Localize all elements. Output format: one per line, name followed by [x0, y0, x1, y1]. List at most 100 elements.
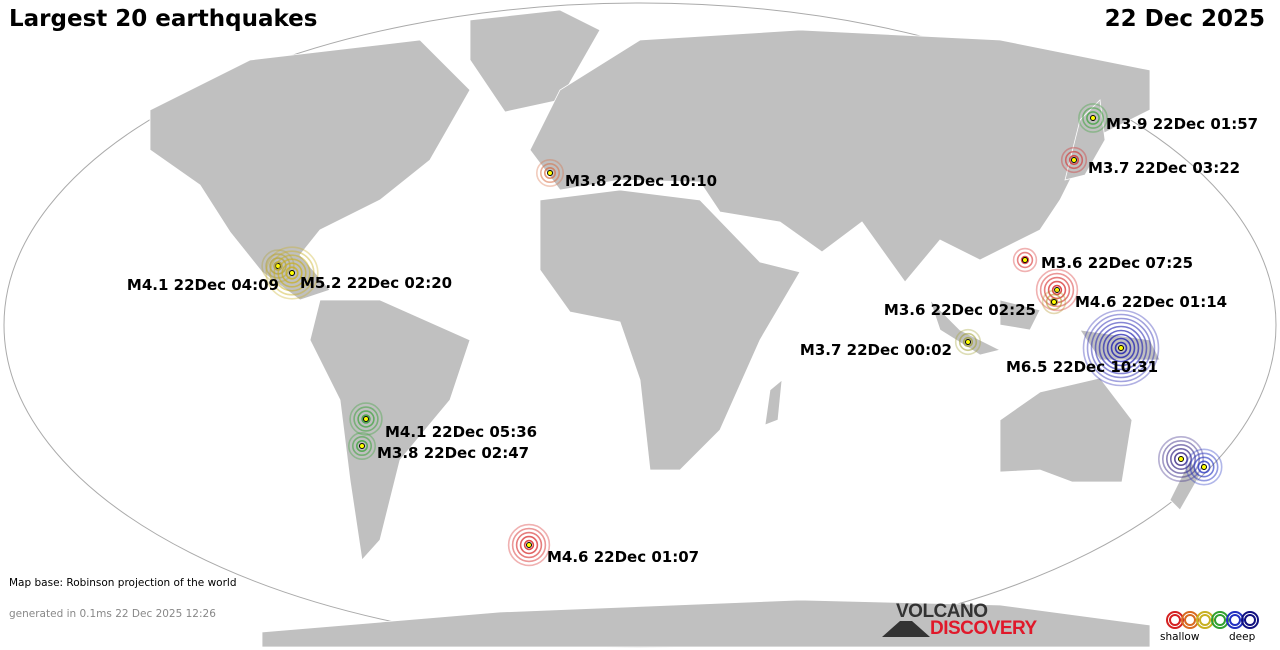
earthquake-label[interactable]: M5.2 22Dec 02:20: [300, 274, 453, 292]
legend-ring: [1214, 614, 1226, 626]
earthquake-label[interactable]: M3.8 22Dec 10:10: [565, 172, 718, 190]
epicenter-dot: [1071, 157, 1077, 163]
madagascar: [764, 379, 783, 426]
marker-ring: [519, 535, 539, 555]
marker-ring: [1158, 435, 1205, 482]
volcano-discovery-logo[interactable]: VOLCANO DISCOVERY: [882, 601, 1037, 638]
epicenter-dot: [1022, 257, 1028, 263]
legend-ring: [1199, 614, 1211, 626]
marker-ring: [1082, 107, 1104, 129]
marker-ring: [281, 262, 303, 284]
depth-legend: [1166, 611, 1259, 629]
logo-line1: VOLCANO: [896, 601, 988, 622]
earthquake-label[interactable]: M4.1 22Dec 05:36: [385, 423, 538, 441]
marker-ring: [361, 414, 371, 424]
marker-ring: [515, 531, 543, 559]
epicenter-dot: [1090, 115, 1096, 121]
marker-ring: [355, 439, 368, 452]
marker-ring: [962, 336, 974, 348]
marker-ring: [1098, 325, 1144, 371]
epicenter-dot: [1051, 299, 1057, 305]
legend-ring: [1184, 614, 1196, 626]
earthquake-marker[interactable]: [535, 159, 564, 188]
epicenter-dot: [1054, 287, 1060, 293]
marker-ring: [543, 167, 556, 180]
earthquake-marker[interactable]: [1035, 268, 1079, 312]
epicenter-dot: [526, 542, 532, 548]
map-base-note: Map base: Robinson projection of the wor…: [9, 577, 237, 589]
marker-ring: [1045, 293, 1063, 311]
marker-ring: [511, 527, 547, 563]
marker-ring: [1086, 111, 1100, 125]
earthquake-label[interactable]: M4.6 22Dec 01:07: [547, 548, 700, 566]
marker-ring: [269, 250, 315, 296]
marker-ring: [1185, 448, 1223, 486]
eurasia: [529, 29, 1151, 283]
legend-ring: [1241, 611, 1259, 629]
volcano-icon: [882, 621, 930, 637]
marker-ring: [261, 249, 295, 283]
marker-ring: [1189, 452, 1219, 482]
legend-ring: [1244, 614, 1256, 626]
marker-ring: [1012, 247, 1038, 273]
marker-ring: [347, 431, 376, 460]
indonesia: [929, 299, 1161, 361]
earthquake-label[interactable]: M3.9 22Dec 01:57: [1106, 115, 1259, 133]
earthquake-marker[interactable]: [265, 246, 319, 300]
epicenter-dot: [1201, 464, 1207, 470]
earthquake-label[interactable]: M3.6 22Dec 07:25: [1041, 254, 1194, 272]
earthquake-label[interactable]: M4.1 22Dec 04:09: [126, 276, 279, 294]
epicenter-dot: [359, 443, 365, 449]
earthquake-markers: [261, 103, 1223, 567]
earthquake-label[interactable]: M6.5 22Dec 10:31: [1006, 358, 1159, 376]
marker-ring: [1114, 341, 1128, 355]
map-date: 22 Dec 2025: [1104, 6, 1265, 32]
marker-ring: [1078, 103, 1108, 133]
legend-ring: [1169, 614, 1181, 626]
marker-ring: [1193, 456, 1215, 478]
new-zealand: [1169, 459, 1201, 511]
marker-ring: [1064, 150, 1084, 170]
earthquake-marker[interactable]: [1012, 247, 1038, 273]
earthquake-marker[interactable]: [347, 431, 376, 460]
legend-deep: deep: [1229, 631, 1256, 643]
south-america: [309, 299, 471, 561]
north-america: [149, 39, 471, 301]
earthquake-marker[interactable]: [1082, 309, 1160, 387]
earthquake-marker[interactable]: [1078, 103, 1108, 133]
generated-note: generated in 0.1ms 22 Dec 2025 12:26: [9, 608, 216, 620]
epicenter-dot: [363, 416, 369, 422]
marker-ring: [349, 402, 383, 436]
earthquake-label[interactable]: M3.7 22Dec 03:22: [1088, 159, 1241, 177]
epicenter-dot: [1118, 345, 1124, 351]
earthquake-marker[interactable]: [1185, 448, 1223, 486]
earthquake-marker[interactable]: [1041, 289, 1067, 315]
earthquake-marker[interactable]: [349, 402, 383, 436]
marker-ring: [1090, 317, 1152, 379]
marker-ring: [285, 266, 299, 280]
marker-ring: [1068, 154, 1080, 166]
earthquake-label[interactable]: M3.6 22Dec 02:25: [883, 301, 1036, 319]
earthquake-marker[interactable]: [954, 328, 982, 356]
epicenter-dot: [965, 339, 971, 345]
africa: [539, 189, 801, 471]
marker-ring: [1047, 280, 1067, 300]
marker-ring: [357, 410, 375, 428]
earthquake-label[interactable]: M3.7 22Dec 00:02: [799, 341, 952, 359]
marker-ring: [353, 406, 379, 432]
marker-ring: [351, 435, 372, 456]
earthquake-marker[interactable]: [507, 523, 551, 567]
marker-ring: [1035, 268, 1079, 312]
marker-ring: [1102, 329, 1140, 367]
marker-ring: [1166, 443, 1197, 474]
earthquake-label[interactable]: M3.8 22Dec 02:47: [377, 444, 530, 462]
legend-shallow: shallow: [1160, 631, 1200, 643]
marker-ring: [523, 539, 535, 551]
earthquake-label[interactable]: M4.6 22Dec 01:14: [1075, 293, 1228, 311]
continents: [149, 9, 1201, 648]
epicenter-dot: [1178, 456, 1184, 462]
marker-ring: [265, 246, 319, 300]
marker-ring: [273, 254, 311, 292]
marker-ring: [265, 253, 291, 279]
earthquake-marker[interactable]: [1060, 146, 1088, 174]
